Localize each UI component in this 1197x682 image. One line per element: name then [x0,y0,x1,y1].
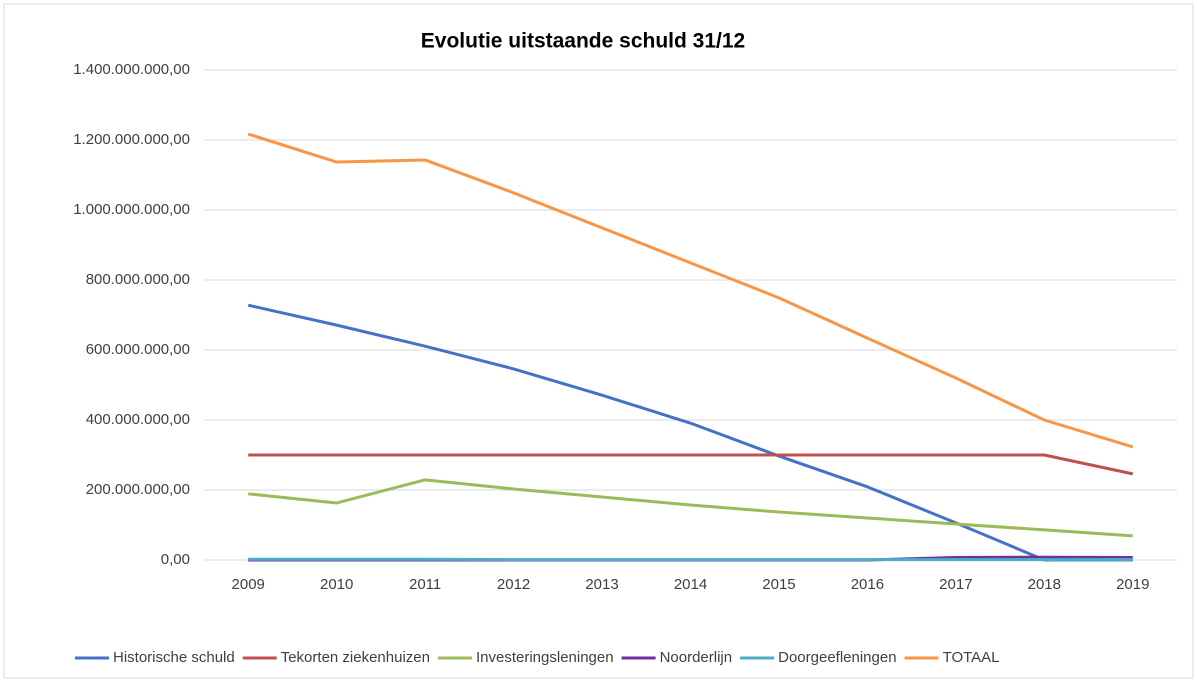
x-tick-label: 2019 [1116,576,1149,593]
legend-label: Historische schuld [113,649,235,666]
series-line [247,303,1133,562]
legend-label: TOTAAL [943,649,1000,666]
x-tick-label: 2010 [320,576,353,593]
x-tick-label: 2015 [762,576,795,593]
y-tick-label: 1.200.000.000,00 [73,131,190,148]
x-tick-label: 2018 [1028,576,1061,593]
y-tick-label: 800.000.000,00 [86,271,190,288]
x-tick-label: 2016 [851,576,884,593]
x-tick-label: 2011 [409,576,441,593]
series-line [247,132,1134,449]
y-tick-label: 400.000.000,00 [86,411,190,428]
chart-frame [3,3,1194,679]
x-tick-label: 2009 [232,576,265,593]
y-tick-label: 0,00 [161,551,190,568]
x-tick-label: 2012 [497,576,530,593]
legend-label: Tekorten ziekenhuizen [281,649,430,666]
x-tick-label: 2017 [939,576,972,593]
chart-title: Evolutie uitstaande schuld 31/12 [421,30,745,53]
x-tick-label: 2013 [585,576,618,593]
series-line [248,453,1134,476]
legend-label: Noorderlijn [660,649,733,666]
y-tick-label: 1.000.000.000,00 [73,201,190,218]
legend-label: Investeringsleningen [476,649,614,666]
legend-label: Doorgeefleningen [778,649,896,666]
x-tick-label: 2014 [674,576,707,593]
y-tick-label: 200.000.000,00 [86,481,190,498]
series-line [248,478,1133,538]
y-tick-label: 600.000.000,00 [86,341,190,358]
y-tick-label: 1.400.000.000,00 [73,61,190,78]
